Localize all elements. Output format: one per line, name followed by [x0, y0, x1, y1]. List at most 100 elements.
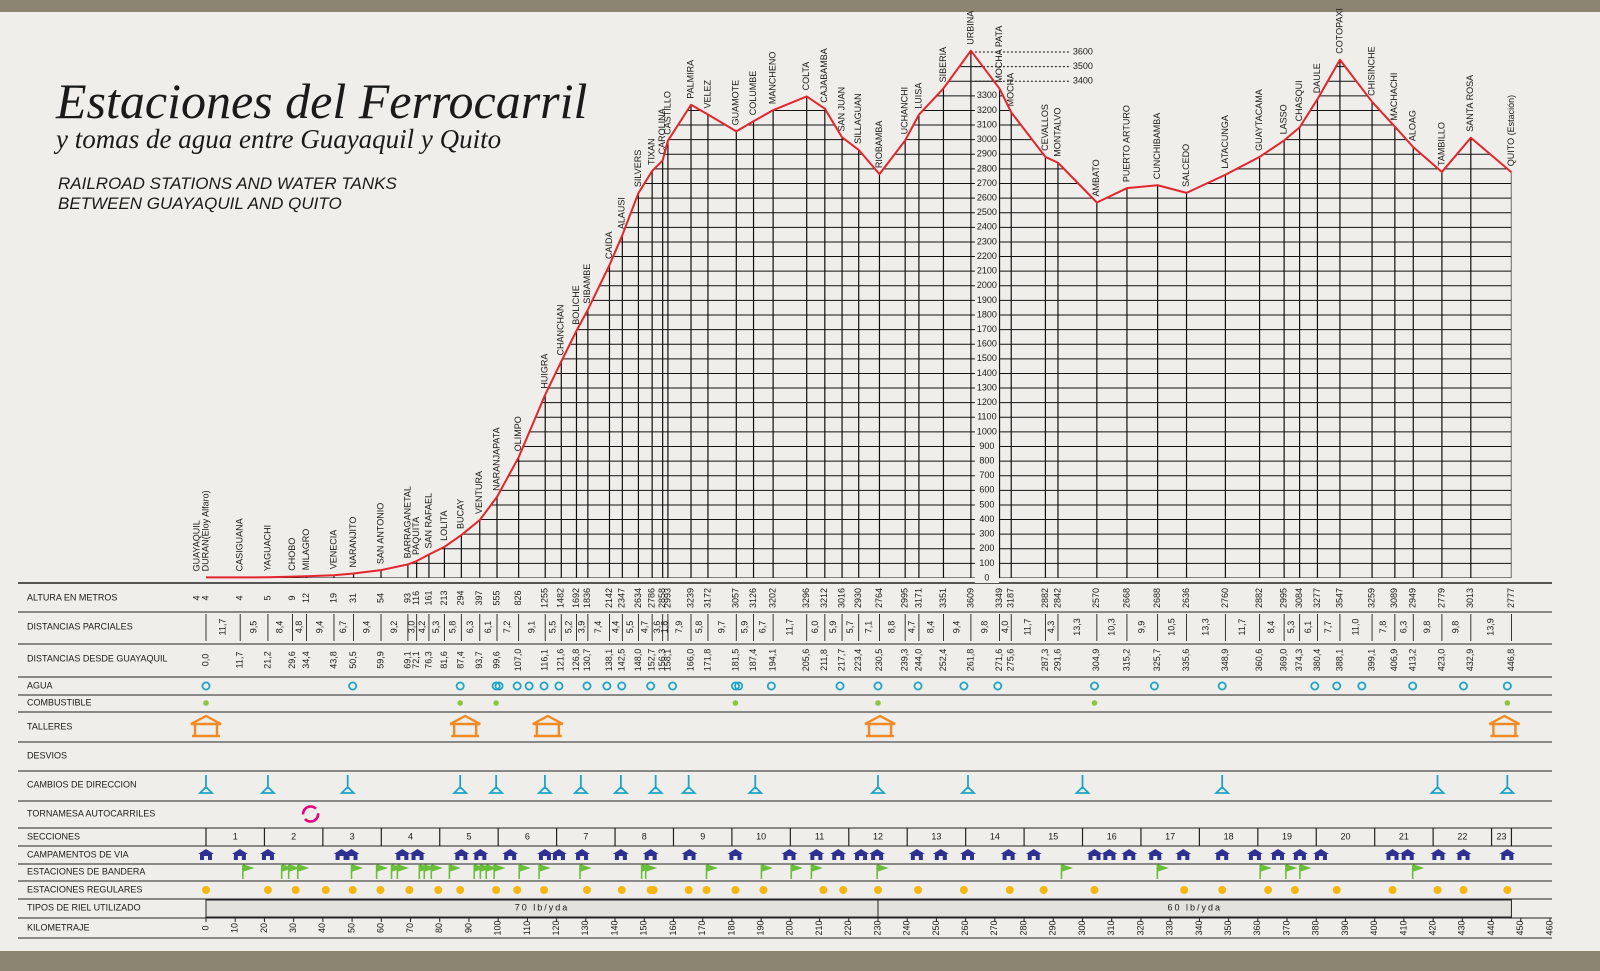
workshop — [449, 714, 481, 738]
direction-change — [612, 775, 630, 794]
station-name: OLIMPO — [513, 416, 523, 451]
water-tank — [730, 681, 740, 691]
tick-label-bg — [974, 339, 999, 350]
y-tick-label: 1600 — [977, 339, 997, 349]
altitude-label: 2882 — [1040, 588, 1050, 608]
section-label: 10 — [756, 831, 766, 841]
y-tick-label: 2200 — [977, 251, 997, 261]
tick-label-bg — [974, 222, 999, 233]
section-label: 6 — [525, 831, 530, 841]
track-camp — [453, 849, 470, 860]
tick-label-bg — [974, 324, 999, 335]
regular-station — [492, 886, 501, 894]
track-camp — [574, 849, 591, 860]
altitude-label: 3239 — [685, 588, 695, 608]
x-tick-label: 450 — [1515, 920, 1525, 935]
y-tick-label: 3500 — [1073, 61, 1093, 71]
regular-station — [959, 886, 968, 894]
track-camp — [1147, 849, 1164, 860]
track-camp — [681, 849, 698, 860]
section-label: 7 — [583, 831, 588, 841]
flag-station — [538, 863, 551, 879]
x-tick-label: 460 — [1544, 920, 1554, 935]
workshop — [864, 714, 896, 738]
y-tick-label: 200 — [979, 543, 994, 553]
direction-change — [487, 775, 505, 794]
station-name: AMBATO — [1091, 159, 1101, 196]
track-camp — [869, 849, 886, 860]
distance-label: 43,8 — [328, 651, 338, 669]
distance-label: 244,0 — [913, 649, 923, 672]
chart-title: Estaciones del Ferrocarril — [55, 73, 587, 129]
distance-label: 335,6 — [1181, 649, 1191, 672]
station-name: NARANJAPATA — [491, 427, 501, 491]
water-tank — [348, 681, 358, 691]
distance-label: 406,9 — [1389, 649, 1399, 672]
altitude-label: 1255 — [540, 588, 550, 608]
station-name: SANTA ROSA — [1465, 75, 1475, 132]
x-tick-label: 20 — [259, 923, 269, 933]
rail-label: 60 lb/yda — [1167, 902, 1222, 912]
direction-change — [747, 775, 764, 794]
tick-label-bg — [974, 529, 999, 540]
x-tick-label: 100 — [493, 920, 503, 935]
distance-label: 87,4 — [456, 651, 466, 669]
station-name: MACHACHI — [1389, 73, 1399, 121]
subtitle-en: RAILROAD STATIONS AND WATER TANKS — [58, 174, 397, 193]
regular-station — [649, 886, 658, 894]
partial-label: 4,7 — [906, 621, 916, 634]
row-label: ESTACIONES REGULARES — [27, 884, 142, 894]
section-label: 14 — [990, 831, 1000, 841]
regular-station — [1332, 886, 1341, 894]
x-tick-label: 370 — [1281, 920, 1291, 935]
direction-change — [1499, 775, 1516, 794]
distance-label: 446,8 — [1506, 649, 1516, 672]
tick-label-bg — [974, 236, 999, 247]
distance-label: 291,6 — [1052, 649, 1062, 672]
track-camp — [1025, 849, 1042, 860]
direction-change — [452, 775, 469, 794]
partial-label: 9,8 — [980, 621, 990, 634]
track-camp — [727, 849, 744, 860]
water-tank — [835, 681, 845, 691]
section-label: 3 — [350, 831, 355, 841]
station-name: SIBERIA — [938, 47, 948, 83]
distance-label: 360,6 — [1254, 649, 1264, 672]
track-camp — [536, 849, 553, 860]
station-name: GUAYTACAMA — [1254, 89, 1264, 151]
tick-label-bg — [974, 426, 999, 437]
workshop — [532, 714, 564, 738]
altitude-label: 3259 — [1366, 588, 1376, 608]
x-tick-label: 300 — [1077, 920, 1087, 935]
altitude-label: 2779 — [1436, 588, 1446, 608]
distance-label: 205,6 — [801, 649, 811, 672]
station-name: MONTALVO — [1052, 108, 1062, 157]
altitude-label: 2142 — [604, 588, 614, 608]
distance-label: 380,4 — [1312, 649, 1322, 672]
station-name: CUNCHIBAMBA — [1152, 113, 1162, 180]
track-camp — [1214, 849, 1231, 860]
subtitle-en: BETWEEN GUAYAQUIL AND QUITO — [58, 194, 342, 213]
water-tank — [993, 681, 1003, 691]
tick-label-bg — [974, 310, 999, 320]
partial-label: 9,4 — [952, 621, 962, 634]
regular-station — [1180, 886, 1189, 894]
y-tick-label: 2400 — [977, 222, 997, 232]
partial-label: 11,7 — [217, 619, 227, 636]
track-camp — [1121, 849, 1138, 860]
altitude-label: 3212 — [819, 588, 829, 608]
x-tick-label: 90 — [463, 923, 473, 933]
direction-change — [339, 775, 356, 794]
station-name: SALCEDO — [1181, 144, 1191, 187]
track-camp — [409, 849, 426, 860]
fuel — [203, 700, 209, 706]
tick-label-bg — [974, 149, 999, 160]
track-camp — [394, 849, 411, 860]
partial-label: 13,3 — [1200, 618, 1210, 636]
workshop — [1488, 714, 1520, 738]
regular-station — [456, 886, 465, 894]
x-tick-label: 380 — [1311, 920, 1321, 935]
partial-label: 9,2 — [389, 621, 399, 634]
distance-label: 72,1 — [411, 651, 421, 669]
tick-label-bg — [974, 573, 999, 583]
